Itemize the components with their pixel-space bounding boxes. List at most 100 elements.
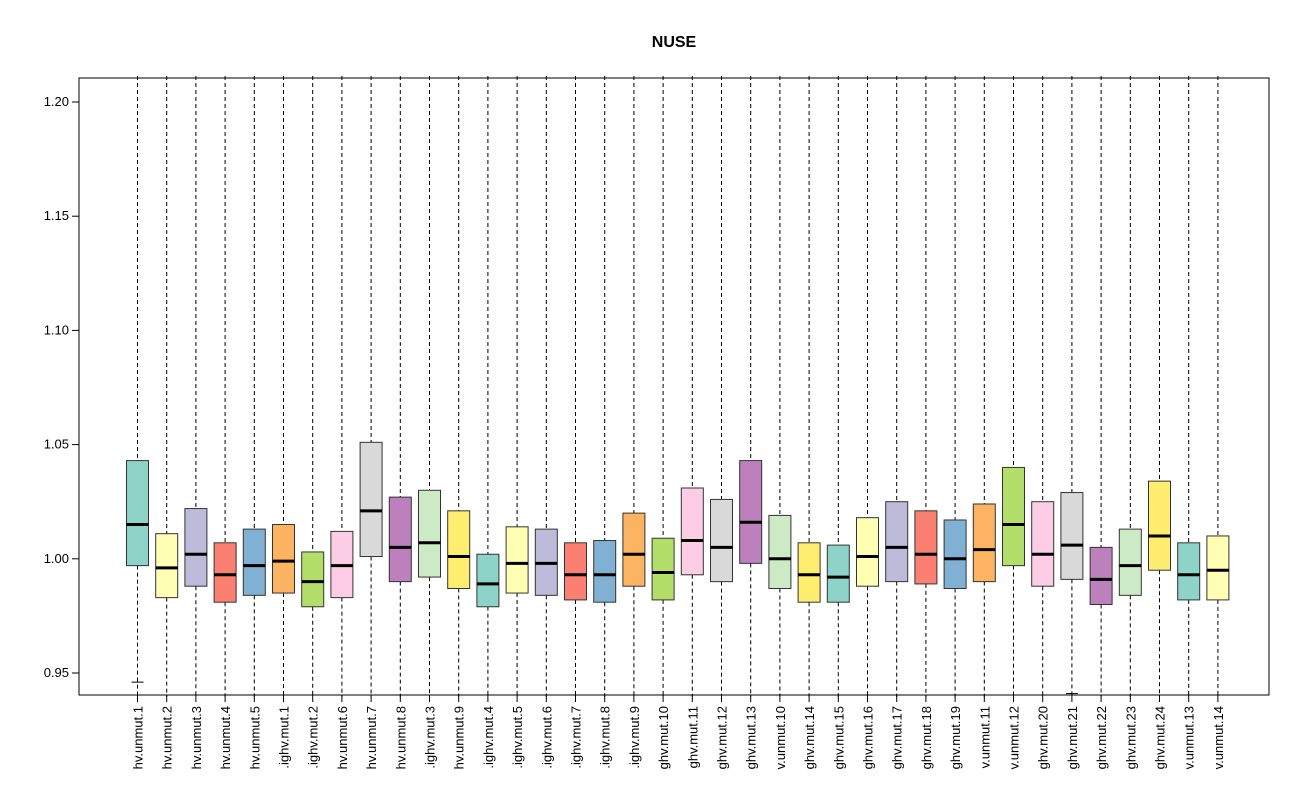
box-group <box>826 76 850 697</box>
box-group <box>359 76 383 697</box>
x-tick-label: .ighv.mut.9 <box>627 706 642 769</box>
x-tick-label: hv.unmut.1 <box>131 706 146 769</box>
x-tick-label: hv.unmut.7 <box>364 706 379 769</box>
box-body <box>476 553 500 608</box>
box-body <box>972 503 996 583</box>
box-group <box>242 76 266 697</box>
y-tick-label: 1.10 <box>44 322 69 337</box>
x-tick-label: .ighv.mut.3 <box>423 706 438 769</box>
box-body <box>418 489 441 578</box>
box-body <box>1148 480 1171 571</box>
x-tick-label: v.unmut.13 <box>1182 706 1197 769</box>
box-body <box>1089 546 1113 605</box>
box-group <box>1206 76 1230 697</box>
x-tick-label: ghv.mut.22 <box>1094 706 1109 769</box>
box-body <box>593 540 617 603</box>
box-group <box>622 76 646 697</box>
x-tick-label: ghv.mut.14 <box>802 706 817 769</box>
x-tick-label: ghv.mut.12 <box>715 706 730 769</box>
box-body <box>1206 535 1230 601</box>
x-tick-label: v.unmut.14 <box>1211 706 1226 769</box>
box-group <box>1002 76 1025 697</box>
box-body <box>622 512 646 587</box>
x-axis: hv.unmut.1 hv.unmut.2 hv.unmut.3 hv.unmut.4… <box>131 695 1226 769</box>
x-tick-label: ghv.mut.20 <box>1036 706 1051 769</box>
box-group <box>476 76 500 697</box>
y-tick-label: 1.20 <box>44 94 69 109</box>
box-body <box>1177 542 1201 601</box>
x-tick-label: hv.unmut.5 <box>247 706 262 769</box>
box-group <box>418 76 441 697</box>
x-tick-label: ghv.mut.13 <box>744 706 759 769</box>
box-group <box>593 76 617 697</box>
box-body <box>1118 528 1142 596</box>
box-body <box>505 526 529 594</box>
boxes-layer <box>126 76 1230 697</box>
box-group <box>330 76 354 697</box>
box-body <box>213 542 237 603</box>
box-body <box>1002 466 1025 567</box>
x-tick-label: .ighv.mut.4 <box>481 706 496 769</box>
box-body <box>447 510 471 589</box>
box-group <box>213 76 237 697</box>
y-tick-label: 0.95 <box>44 665 69 680</box>
y-tick-label: 1.00 <box>44 551 69 566</box>
box-group <box>972 76 996 697</box>
box-group <box>564 76 587 697</box>
x-tick-label: hv.unmut.8 <box>393 706 408 769</box>
box-group <box>1118 76 1142 697</box>
box-body <box>768 514 792 589</box>
box-body <box>651 537 675 601</box>
box-body <box>155 533 179 599</box>
box-body <box>739 460 763 564</box>
box-group <box>1148 76 1171 697</box>
box-group <box>914 76 938 697</box>
x-tick-label: hv.unmut.4 <box>218 706 233 769</box>
y-axis: 0.95 1.00 1.05 1.10 1.15 1.20 <box>44 94 79 680</box>
x-tick-label: hv.unmut.9 <box>452 706 467 769</box>
x-tick-label: ghv.mut.21 <box>1065 706 1080 769</box>
box-group <box>184 76 208 697</box>
x-tick-label: v.unmut.12 <box>1007 706 1022 769</box>
box-group <box>301 76 325 697</box>
x-tick-label: v.unmut.10 <box>773 706 788 769</box>
box-group <box>534 76 558 697</box>
box-group <box>797 76 821 697</box>
box-body <box>710 498 733 583</box>
x-tick-label: ghv.mut.19 <box>948 706 963 769</box>
x-tick-label: .ighv.mut.8 <box>598 706 613 769</box>
box-group <box>1031 76 1055 697</box>
x-tick-label: .ighv.mut.6 <box>539 706 554 769</box>
box-group <box>126 76 149 697</box>
y-tick-label: 1.05 <box>44 437 69 452</box>
x-tick-label: ghv.mut.16 <box>861 706 876 769</box>
plot-frame <box>78 77 1270 696</box>
box-body <box>359 441 383 558</box>
x-tick-label: ghv.mut.17 <box>890 706 905 769</box>
box-group <box>856 76 879 697</box>
box-body <box>1031 501 1055 587</box>
x-tick-label: .ighv.mut.2 <box>306 706 321 769</box>
box-group <box>155 76 179 697</box>
box-body <box>914 510 938 585</box>
x-tick-label: ghv.mut.11 <box>685 706 700 768</box>
box-body <box>272 524 295 594</box>
box-group <box>739 76 763 697</box>
x-tick-label: ghv.mut.18 <box>919 706 934 769</box>
box-group <box>447 76 471 697</box>
x-tick-label: .ighv.mut.5 <box>510 706 525 769</box>
box-group <box>710 76 733 697</box>
box-body <box>680 487 704 576</box>
y-tick-label: 1.15 <box>44 208 69 223</box>
box-body <box>826 544 850 603</box>
box-body <box>564 542 587 601</box>
box-group <box>651 76 675 697</box>
box-group <box>272 76 295 697</box>
box-body <box>242 528 266 596</box>
box-body <box>943 519 967 589</box>
box-body <box>1060 492 1084 580</box>
x-tick-label: ghv.mut.15 <box>831 706 846 769</box>
x-tick-label: v.unmut.11 <box>977 706 992 768</box>
